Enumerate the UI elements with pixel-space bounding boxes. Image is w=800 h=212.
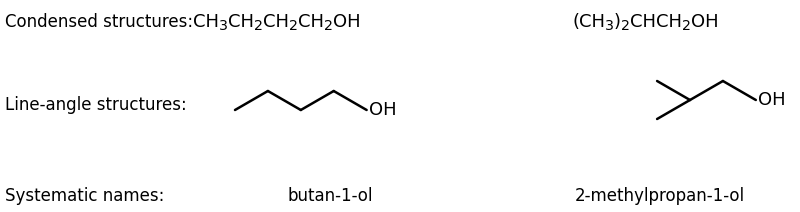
Text: 3: 3: [219, 20, 228, 33]
Text: OH: OH: [758, 91, 786, 109]
Text: 3: 3: [605, 20, 614, 33]
Text: CH: CH: [263, 13, 289, 31]
Text: Line-angle structures:: Line-angle structures:: [5, 96, 186, 114]
Text: 2: 2: [254, 20, 263, 33]
Text: OH: OH: [690, 13, 718, 31]
Text: 2-methylpropan-1-ol: 2-methylpropan-1-ol: [575, 187, 745, 205]
Text: CH: CH: [298, 13, 324, 31]
Text: ): ): [614, 13, 621, 31]
Text: 2: 2: [682, 20, 690, 33]
Text: Condensed structures:: Condensed structures:: [5, 13, 193, 31]
Text: OH: OH: [333, 13, 360, 31]
Text: CH: CH: [228, 13, 254, 31]
Text: 2: 2: [324, 20, 333, 33]
Text: CH: CH: [193, 13, 219, 31]
Text: CHCH: CHCH: [630, 13, 682, 31]
Text: 2: 2: [289, 20, 298, 33]
Text: butan-1-ol: butan-1-ol: [287, 187, 373, 205]
Text: OH: OH: [369, 101, 396, 119]
Text: (CH: (CH: [572, 13, 605, 31]
Text: 2: 2: [621, 20, 630, 33]
Text: Systematic names:: Systematic names:: [5, 187, 164, 205]
